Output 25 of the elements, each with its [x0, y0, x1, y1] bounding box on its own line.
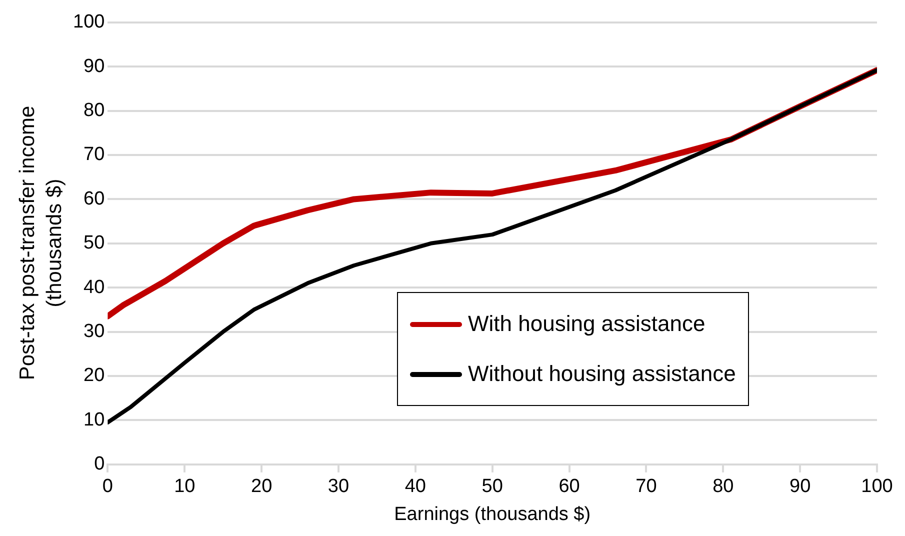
y-tick-label: 10	[84, 409, 105, 430]
x-tick-label: 50	[482, 476, 503, 498]
x-tick-label: 40	[404, 476, 426, 498]
legend-label: Without housing assistance	[468, 361, 736, 388]
x-tick-label: 30	[328, 476, 350, 498]
x-tick-label: 100	[861, 476, 893, 498]
x-tick-label: 80	[712, 476, 734, 498]
y-axis-title: Post-tax post-transfer income (thousands $)	[15, 105, 67, 383]
y-tick-label: 30	[84, 321, 105, 342]
x-tick-label: 70	[636, 476, 657, 498]
y-tick-label: 20	[84, 365, 105, 386]
y-tick-label: 80	[84, 100, 105, 122]
x-axis-title: Earnings (thousands $)	[394, 504, 591, 525]
y-tick-label: 60	[84, 188, 105, 210]
x-tick-label: 90	[790, 476, 811, 498]
y-tick-label: 0	[94, 454, 105, 475]
legend-label: With housing assistance	[468, 311, 706, 338]
y-tick-label: 90	[84, 56, 105, 77]
y-tick-label: 40	[84, 276, 105, 298]
y-tick-label: 70	[84, 144, 105, 166]
y-tick-label: 100	[73, 12, 105, 33]
x-tick-label: 60	[558, 476, 580, 498]
y-tick-label: 50	[84, 232, 105, 254]
x-tick-label: 10	[174, 476, 196, 498]
x-tick-label: 20	[250, 476, 272, 498]
